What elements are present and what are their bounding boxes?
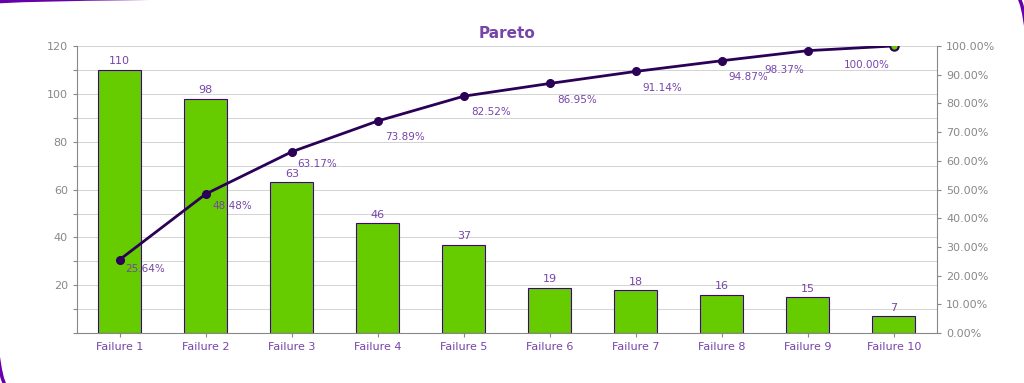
Text: 98: 98 [199,85,213,95]
Bar [356,223,399,333]
Text: 82.52%: 82.52% [471,107,511,117]
Bar [872,316,915,333]
Text: 94.87%: 94.87% [729,72,769,82]
Bar [786,297,829,333]
Bar [98,70,141,333]
Bar [614,290,657,333]
Text: 18: 18 [629,277,643,286]
Text: 98.37%: 98.37% [764,64,804,75]
Bar [442,245,485,333]
Text: 7: 7 [891,303,897,313]
Text: 73.89%: 73.89% [385,132,425,142]
Bar [184,98,227,333]
Text: 100.00%: 100.00% [844,60,890,70]
Text: 110: 110 [110,56,130,66]
Text: 91.14%: 91.14% [643,82,683,93]
Text: 37: 37 [457,231,471,241]
Text: 16: 16 [715,282,729,291]
Text: 25.64%: 25.64% [125,264,165,274]
Text: 63: 63 [285,169,299,179]
Bar [700,295,743,333]
Title: Pareto: Pareto [478,26,536,41]
Text: 19: 19 [543,274,557,284]
Text: 48.48%: 48.48% [213,201,253,211]
Text: 46: 46 [371,210,385,219]
Bar [528,288,571,333]
Text: 15: 15 [801,284,815,294]
Text: 63.17%: 63.17% [297,159,337,169]
Text: 86.95%: 86.95% [557,95,597,105]
Bar [270,182,313,333]
